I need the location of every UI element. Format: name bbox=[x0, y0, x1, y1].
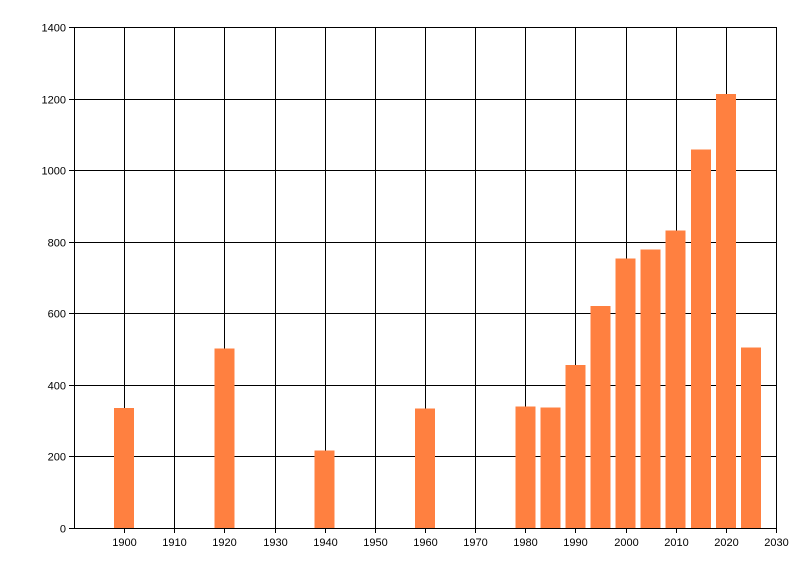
y-tick-label: 1200 bbox=[42, 95, 66, 107]
axes bbox=[69, 27, 777, 533]
bar-1990 bbox=[565, 364, 586, 528]
bar-1920 bbox=[214, 348, 235, 528]
y-tick-label: 0 bbox=[60, 524, 66, 536]
bar-1900 bbox=[114, 407, 135, 528]
bar-1940 bbox=[314, 450, 335, 528]
y-axis-tick-labels: 0 200 400 600 800 1000 1200 1400 bbox=[42, 23, 66, 536]
x-tick-label: 1930 bbox=[263, 537, 287, 549]
x-tick-label: 1920 bbox=[212, 537, 236, 549]
x-tick-label: 1950 bbox=[363, 537, 387, 549]
x-tick-label: 1900 bbox=[112, 537, 136, 549]
bar-1980 bbox=[515, 406, 536, 528]
bar-2025 bbox=[740, 347, 761, 528]
x-tick-label: 1990 bbox=[563, 537, 587, 549]
x-tick-label: 2010 bbox=[664, 537, 688, 549]
bar-1985 bbox=[540, 407, 561, 528]
bar-2000 bbox=[615, 258, 636, 528]
bar-2010 bbox=[665, 230, 686, 528]
x-tick-label: 1960 bbox=[413, 537, 437, 549]
y-tick-label: 800 bbox=[48, 238, 66, 250]
bar-2015 bbox=[690, 149, 711, 528]
x-axis-tick-labels: 1900 1910 1920 1930 1940 1950 1960 1970 1980 1990… bbox=[112, 537, 788, 549]
x-tick-label: 1980 bbox=[513, 537, 537, 549]
grid bbox=[74, 27, 777, 529]
bars bbox=[114, 93, 761, 529]
x-tick-label: 1910 bbox=[162, 537, 186, 549]
y-tick-label: 1000 bbox=[42, 166, 66, 178]
x-tick-label: 2030 bbox=[764, 537, 788, 549]
y-tick-label: 400 bbox=[48, 381, 66, 393]
x-tick-label: 2000 bbox=[614, 537, 638, 549]
y-tick-label: 200 bbox=[48, 452, 66, 464]
bar-1995 bbox=[590, 305, 611, 528]
x-tick-label: 1940 bbox=[313, 537, 337, 549]
x-tick-label: 1970 bbox=[463, 537, 487, 549]
bar-2020 bbox=[715, 93, 736, 529]
bar-2005 bbox=[640, 249, 661, 528]
bar-1960 bbox=[414, 408, 436, 528]
x-tick-label: 2020 bbox=[714, 537, 738, 549]
y-tick-label: 600 bbox=[48, 309, 66, 321]
y-tick-label: 1400 bbox=[42, 23, 66, 35]
